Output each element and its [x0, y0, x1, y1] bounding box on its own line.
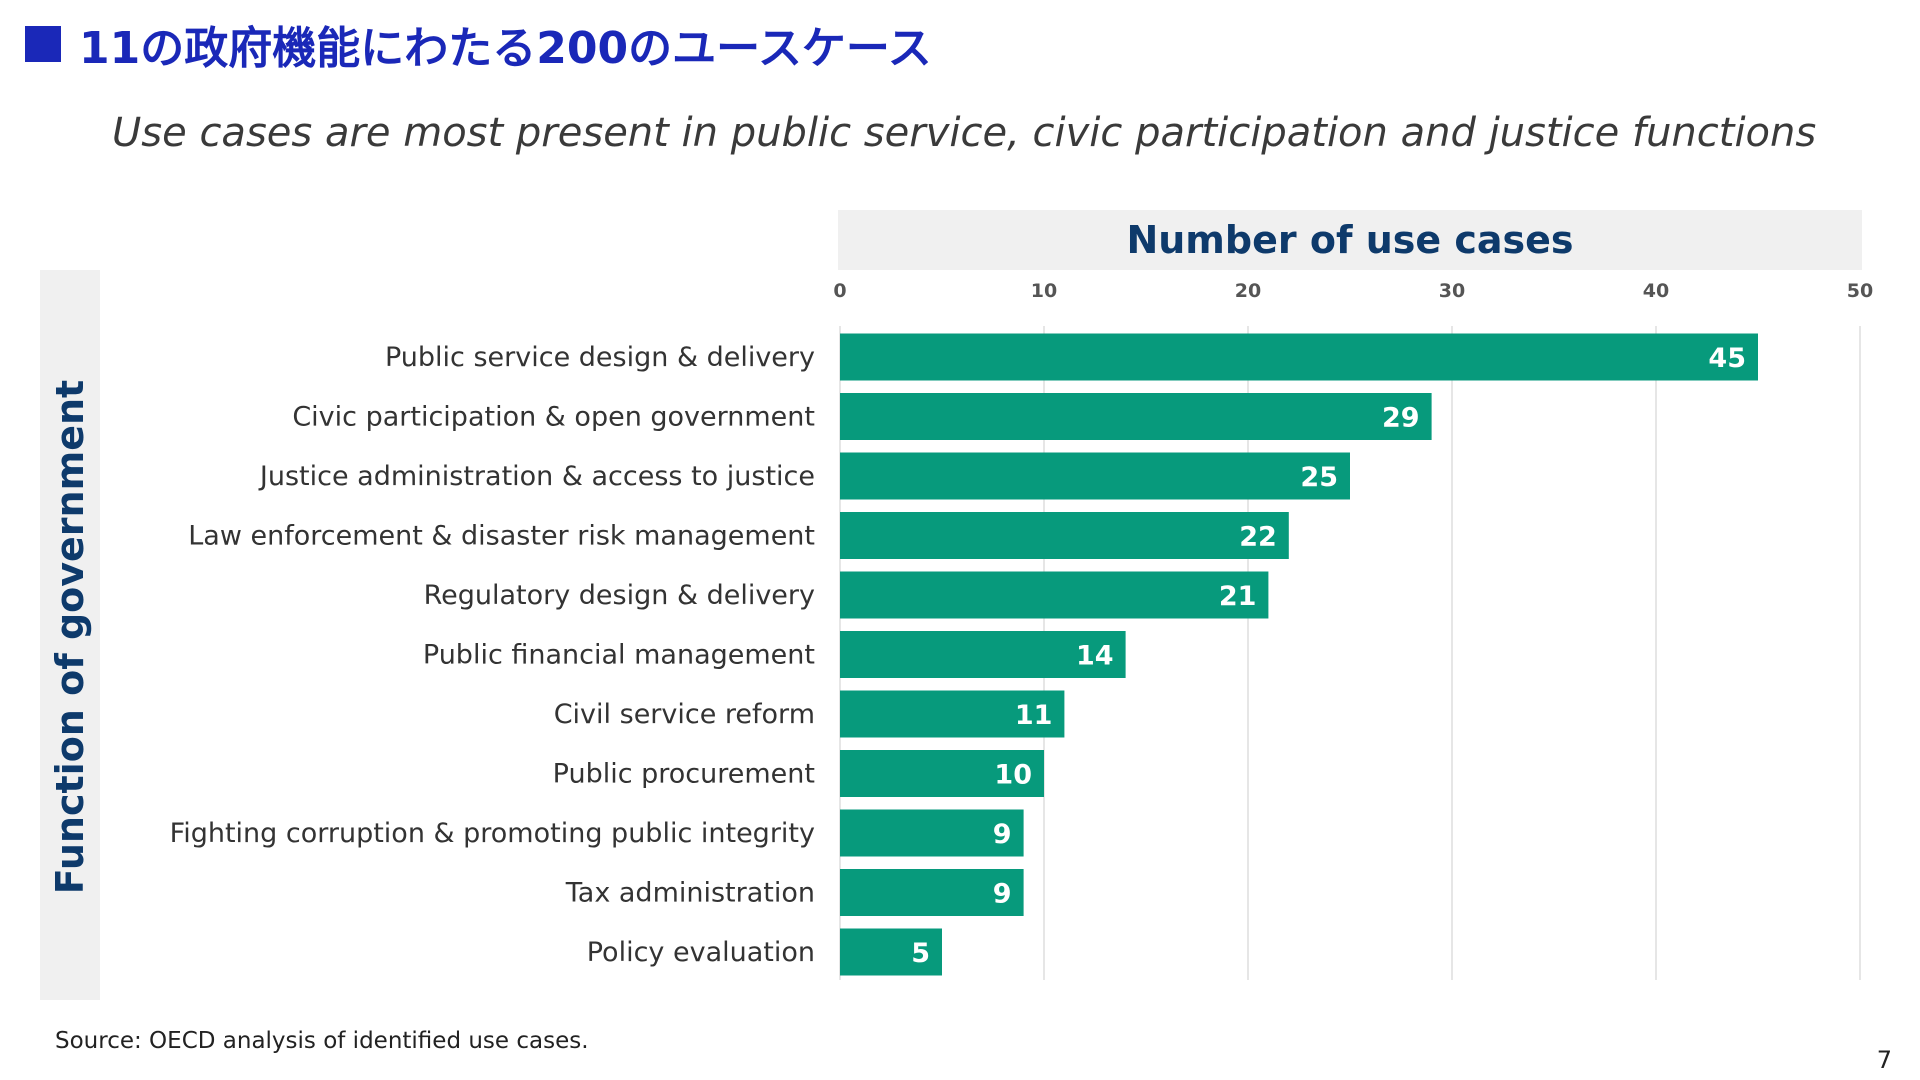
bar	[840, 750, 1044, 797]
slide-title: 11の政府機能にわたる200のユースケース	[25, 12, 932, 76]
x-tick-label: 10	[1031, 280, 1057, 302]
category-label: Law enforcement & disaster risk manageme…	[188, 521, 815, 552]
category-label: Civil service reform	[554, 699, 815, 730]
source-note: Source: OECD analysis of identified use …	[55, 1028, 589, 1054]
data-label: 9	[993, 879, 1012, 910]
bar	[840, 809, 1024, 857]
x-tick-label: 40	[1643, 280, 1669, 302]
data-label: 14	[1076, 641, 1114, 672]
category-label: Fighting corruption & promoting public i…	[170, 818, 815, 849]
x-tick-label: 30	[1439, 280, 1465, 302]
category-label: Public procurement	[553, 759, 815, 790]
x-tick-label: 0	[833, 280, 846, 302]
bar-chart: Number of use cases Function of governmen…	[40, 210, 1873, 1000]
bar	[840, 869, 1024, 916]
data-label: 25	[1300, 462, 1338, 493]
bar	[840, 393, 1432, 440]
category-label: Justice administration & access to justi…	[258, 461, 815, 492]
category-label: Public financial management	[423, 640, 815, 671]
bar	[840, 928, 942, 976]
bar	[840, 571, 1269, 619]
chart-title-band	[838, 210, 1862, 270]
category-label: Public service design & delivery	[385, 342, 815, 373]
y-axis-band	[40, 270, 100, 1000]
bar	[840, 512, 1289, 559]
category-label: Regulatory design & delivery	[424, 580, 815, 611]
category-label: Policy evaluation	[587, 937, 815, 968]
data-label: 21	[1219, 581, 1257, 612]
data-label: 9	[993, 819, 1012, 850]
category-label: Civic participation & open government	[292, 402, 815, 433]
x-tick-label: 50	[1847, 280, 1873, 302]
data-label: 22	[1239, 522, 1277, 553]
title-text: 11の政府機能にわたる200のユースケース	[79, 23, 932, 74]
data-label: 5	[911, 938, 930, 969]
bar	[840, 333, 1758, 381]
chart-title: Number of use cases	[1126, 218, 1573, 262]
data-label: 10	[994, 760, 1032, 791]
subtitle: Use cases are most present in public ser…	[112, 110, 1817, 156]
data-label: 29	[1382, 403, 1420, 434]
category-label: Tax administration	[565, 878, 815, 909]
page-number: 7	[1876, 1046, 1892, 1074]
bar	[840, 452, 1350, 500]
bar	[840, 631, 1126, 678]
data-label: 11	[1015, 700, 1053, 731]
data-label: 45	[1708, 343, 1746, 374]
y-axis-label: Function of government	[48, 380, 92, 894]
bar	[840, 690, 1065, 738]
x-tick-label: 20	[1235, 280, 1261, 302]
title-square-icon	[25, 26, 61, 62]
